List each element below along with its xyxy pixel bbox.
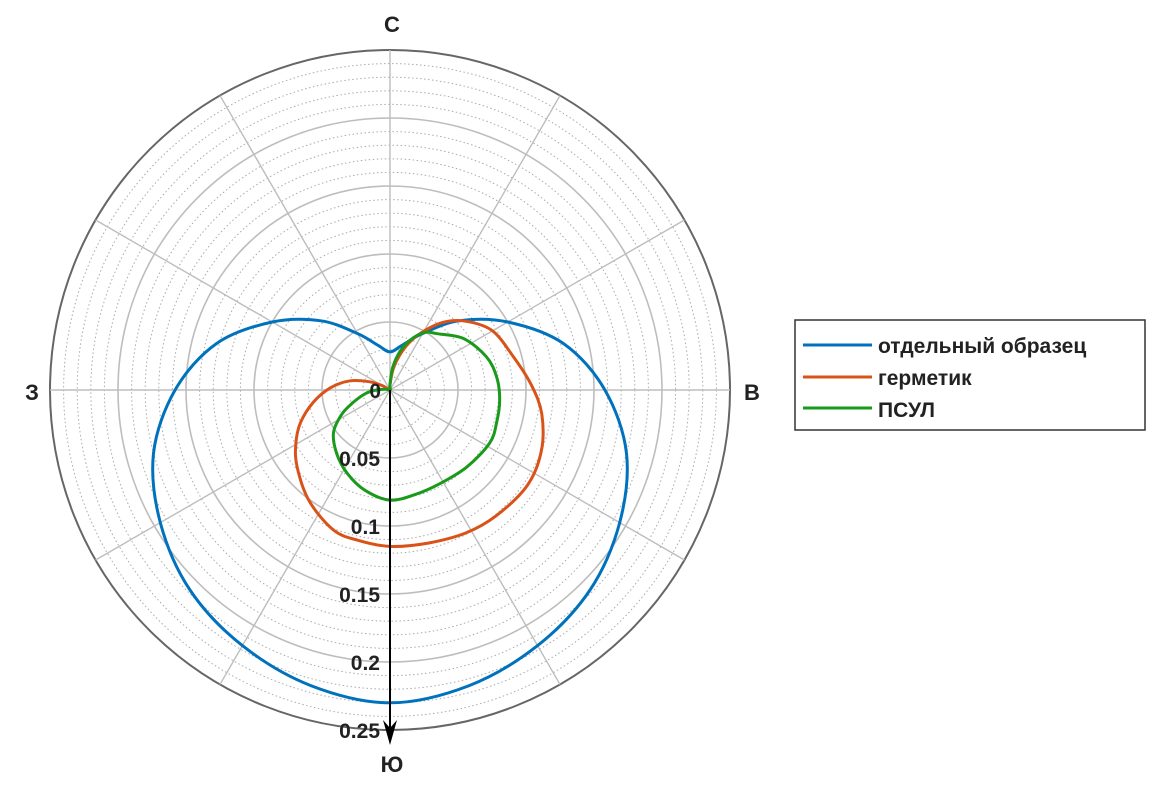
legend: отдельный образец герметик ПСУЛ	[794, 319, 1146, 431]
south-axis	[383, 390, 397, 745]
label-west: З	[25, 380, 39, 405]
angular-grid-line	[219, 389, 391, 685]
legend-box	[794, 319, 1146, 431]
radial-tick-label: 0	[369, 380, 381, 403]
direction-labels: С В Ю З	[25, 12, 760, 777]
angular-grid-line	[389, 389, 561, 685]
angular-grid-line	[95, 219, 391, 391]
series-curve-2	[331, 330, 502, 502]
label-south: Ю	[381, 752, 404, 777]
radial-tick-label: 0.05	[339, 448, 380, 471]
label-north: С	[384, 12, 400, 37]
radial-tick-label: 0.2	[351, 652, 380, 675]
series-curve-1	[293, 319, 545, 548]
angular-grid-line	[219, 95, 391, 391]
radial-tick-label: 0.1	[351, 516, 381, 539]
angular-grid-line	[389, 219, 685, 391]
angular-grid-line	[389, 389, 685, 561]
label-east: В	[744, 380, 760, 405]
legend-label-1: герметик	[878, 367, 972, 390]
radial-tick-label: 0.25	[339, 720, 380, 743]
legend-label-2: ПСУЛ	[878, 399, 935, 422]
radial-tick-label: 0.15	[339, 584, 380, 607]
arrowhead-icon	[383, 720, 397, 745]
angular-grid-line	[389, 95, 561, 391]
radial-tick-labels: 0 0.05 0.1 0.15 0.2 0.25	[339, 380, 381, 743]
legend-label-0: отдельный образец	[878, 335, 1086, 358]
